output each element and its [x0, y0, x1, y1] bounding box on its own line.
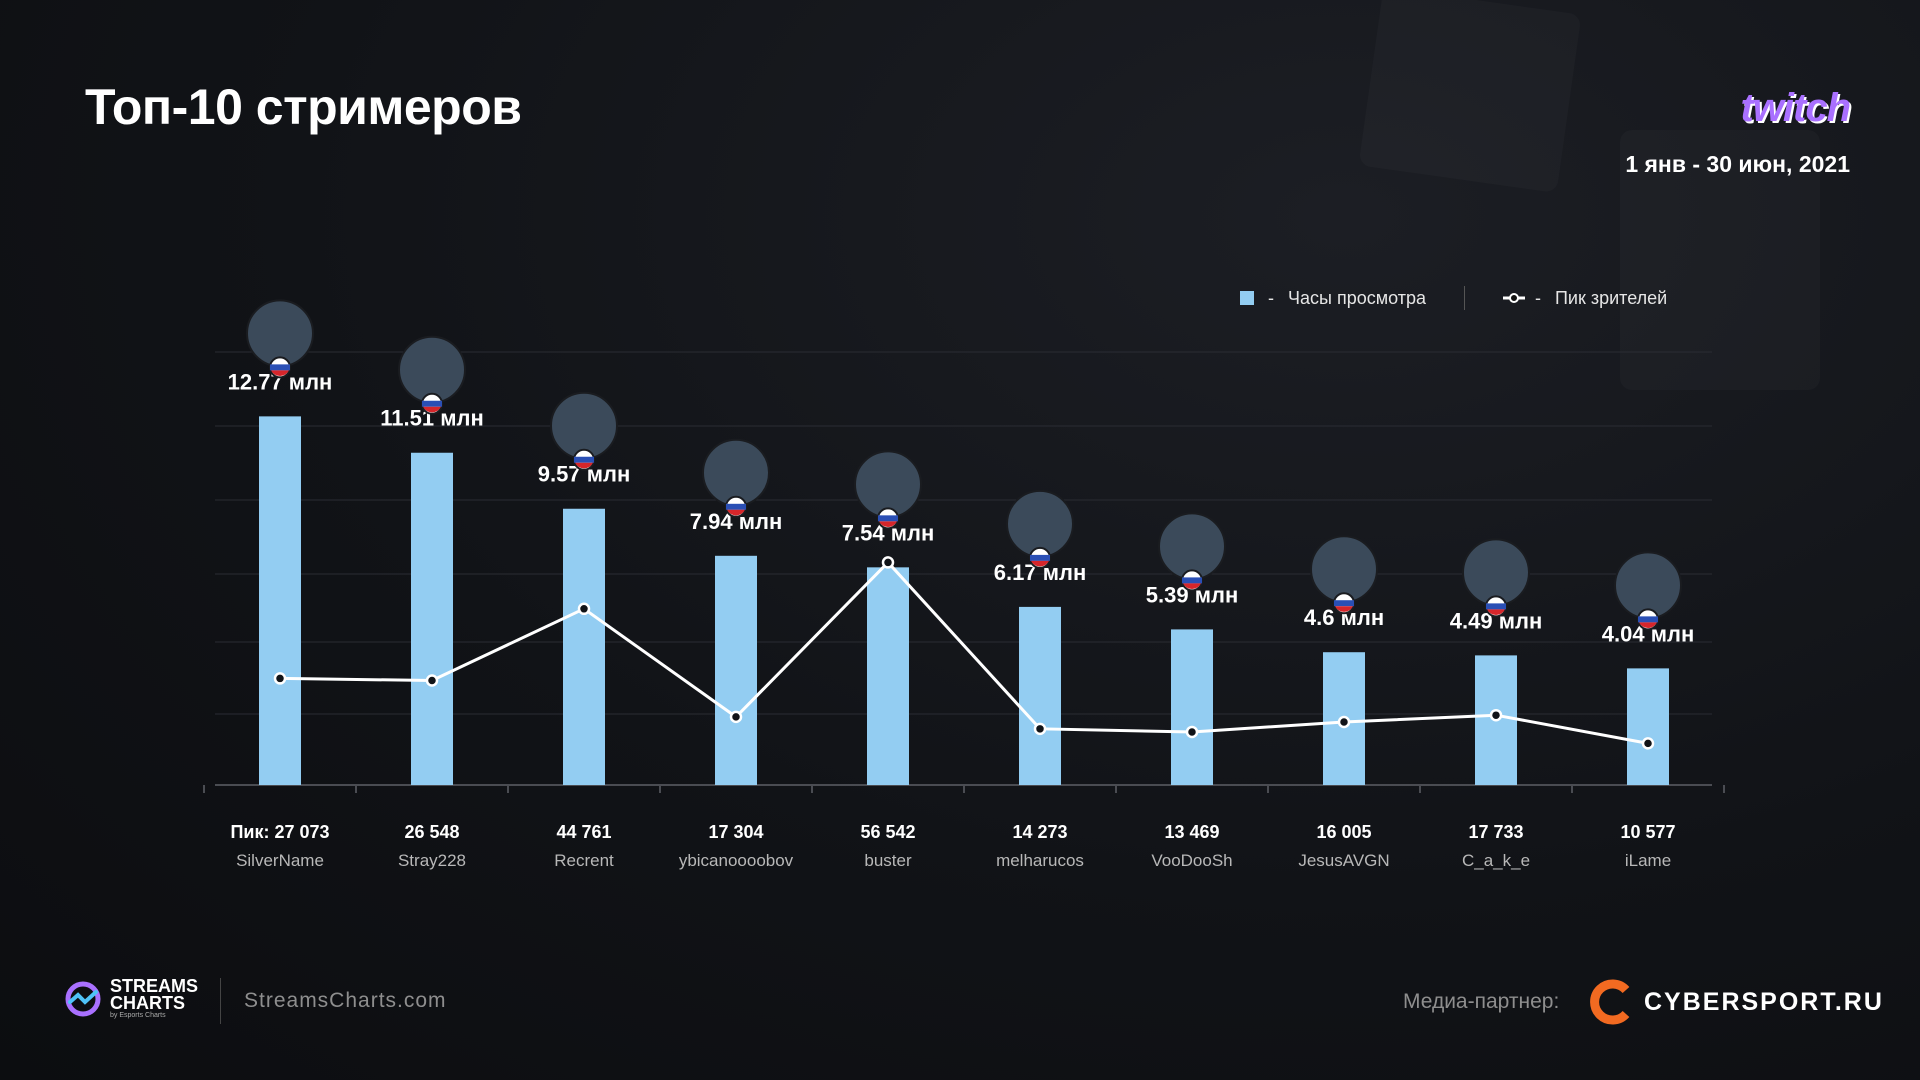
bar — [715, 555, 757, 785]
peak-viewers-label: 44 761 — [556, 822, 611, 842]
logo-line2: CHARTS — [110, 993, 185, 1013]
partner-name: CYBERSPORT.RU — [1644, 987, 1884, 1016]
flag-stripe-red — [1335, 606, 1353, 612]
footer-divider — [220, 978, 221, 1024]
streamer-name-label: SilverName — [236, 851, 324, 870]
bar — [1171, 629, 1213, 785]
bar — [867, 567, 909, 785]
streamer-name-label: Stray228 — [398, 851, 466, 870]
flag-stripe-blue — [422, 400, 442, 407]
legend-dash: - — [1268, 287, 1274, 308]
flag-stripe-red — [1639, 622, 1657, 629]
peak-viewers-point — [273, 672, 287, 685]
peak-viewers-label: Пик: 27 073 — [230, 822, 329, 842]
peak-viewers-point — [1185, 725, 1199, 739]
flag-stripe-blue — [1334, 600, 1354, 607]
flag-stripe-blue — [726, 503, 746, 510]
logo-line1: STREAMS — [110, 976, 199, 996]
peak-viewers-line — [279, 560, 1649, 745]
bar — [1627, 668, 1669, 785]
streamer-name-label: Recrent — [554, 851, 614, 870]
legend-line-swatch — [1502, 293, 1525, 303]
peak-viewers-point — [1337, 715, 1351, 729]
peak-viewers-point — [881, 556, 895, 569]
flag-stripe-red — [271, 370, 289, 377]
flag-stripe-red — [727, 509, 745, 516]
cybersport-logo: CYBERSPORT.RU — [1588, 978, 1884, 1026]
streams-charts-icon — [65, 981, 101, 1016]
flag-stripe-blue — [878, 515, 898, 522]
streamer-name-label: iLame — [1625, 851, 1671, 870]
streamer-name-label: ybicanoooobov — [679, 851, 794, 870]
partner-label: Медиа-партнер: — [1403, 990, 1560, 1013]
peak-viewers-label: 16 005 — [1316, 822, 1371, 842]
legend-line-label: Пик зрителей — [1554, 287, 1668, 308]
flag-stripe-red — [1183, 583, 1201, 590]
bar — [259, 416, 301, 785]
flag-stripe-blue — [1638, 616, 1658, 623]
streamer-name-label: JesusAVGN — [1298, 851, 1389, 870]
peak-viewers-point — [425, 674, 439, 687]
streamer-name-label: buster — [864, 851, 912, 870]
peak-viewers-point — [1489, 708, 1503, 722]
flag-stripe-blue — [1182, 577, 1202, 584]
peak-viewers-label: 14 273 — [1012, 822, 1067, 842]
peak-viewers-point — [1033, 722, 1047, 736]
flag-stripe-red — [575, 462, 593, 469]
flag-stripe-blue — [1486, 603, 1506, 610]
flag-stripe-red — [1487, 609, 1505, 616]
peak-viewers-label: 10 577 — [1620, 822, 1675, 842]
twitch-logo: twitch — [1740, 86, 1851, 130]
peak-viewers-label: 13 469 — [1164, 822, 1219, 842]
streamer-name-label: C_a_k_e — [1462, 851, 1530, 870]
logo-sub: by Esports Charts — [110, 1012, 166, 1019]
flag-stripe-red — [1031, 560, 1049, 567]
flag-stripe-blue — [270, 364, 290, 371]
legend-bars-label: Часы просмотра — [1288, 287, 1426, 308]
legend-separator — [1463, 286, 1465, 310]
bar — [411, 452, 453, 785]
peak-viewers-point — [577, 602, 591, 616]
streams-charts-logo: STREAMS CHARTS by Esports Charts — [64, 976, 199, 1019]
cybersport-icon — [1590, 979, 1630, 1025]
peak-viewers-label: 26 548 — [404, 822, 459, 842]
flag-stripe-red — [423, 406, 441, 413]
page-title: Топ-10 стримеров — [85, 79, 522, 135]
streamer-name-label: VooDooSh — [1151, 851, 1232, 870]
peak-viewers-label: 56 542 — [860, 822, 915, 842]
peak-viewers-point — [1641, 737, 1655, 750]
bar — [1019, 606, 1061, 785]
flag-stripe-red — [879, 521, 897, 527]
footer-site-link[interactable]: StreamsCharts.com — [244, 989, 447, 1012]
legend-dash: - — [1534, 287, 1541, 308]
flag-stripe-blue — [1030, 554, 1050, 561]
peak-viewers-point — [729, 710, 743, 724]
streamer-name-label: melharucos — [996, 851, 1084, 870]
peak-viewers-label: 17 733 — [1468, 822, 1523, 842]
bar — [563, 508, 605, 785]
chart-legend: - Часы просмотра - Пик зрителей — [1240, 286, 1667, 310]
peak-viewers-label: 17 304 — [708, 822, 763, 842]
legend-bar-swatch — [1240, 291, 1254, 305]
date-range: 1 янв - 30 июн, 2021 — [1625, 151, 1850, 177]
flag-stripe-blue — [574, 456, 594, 463]
